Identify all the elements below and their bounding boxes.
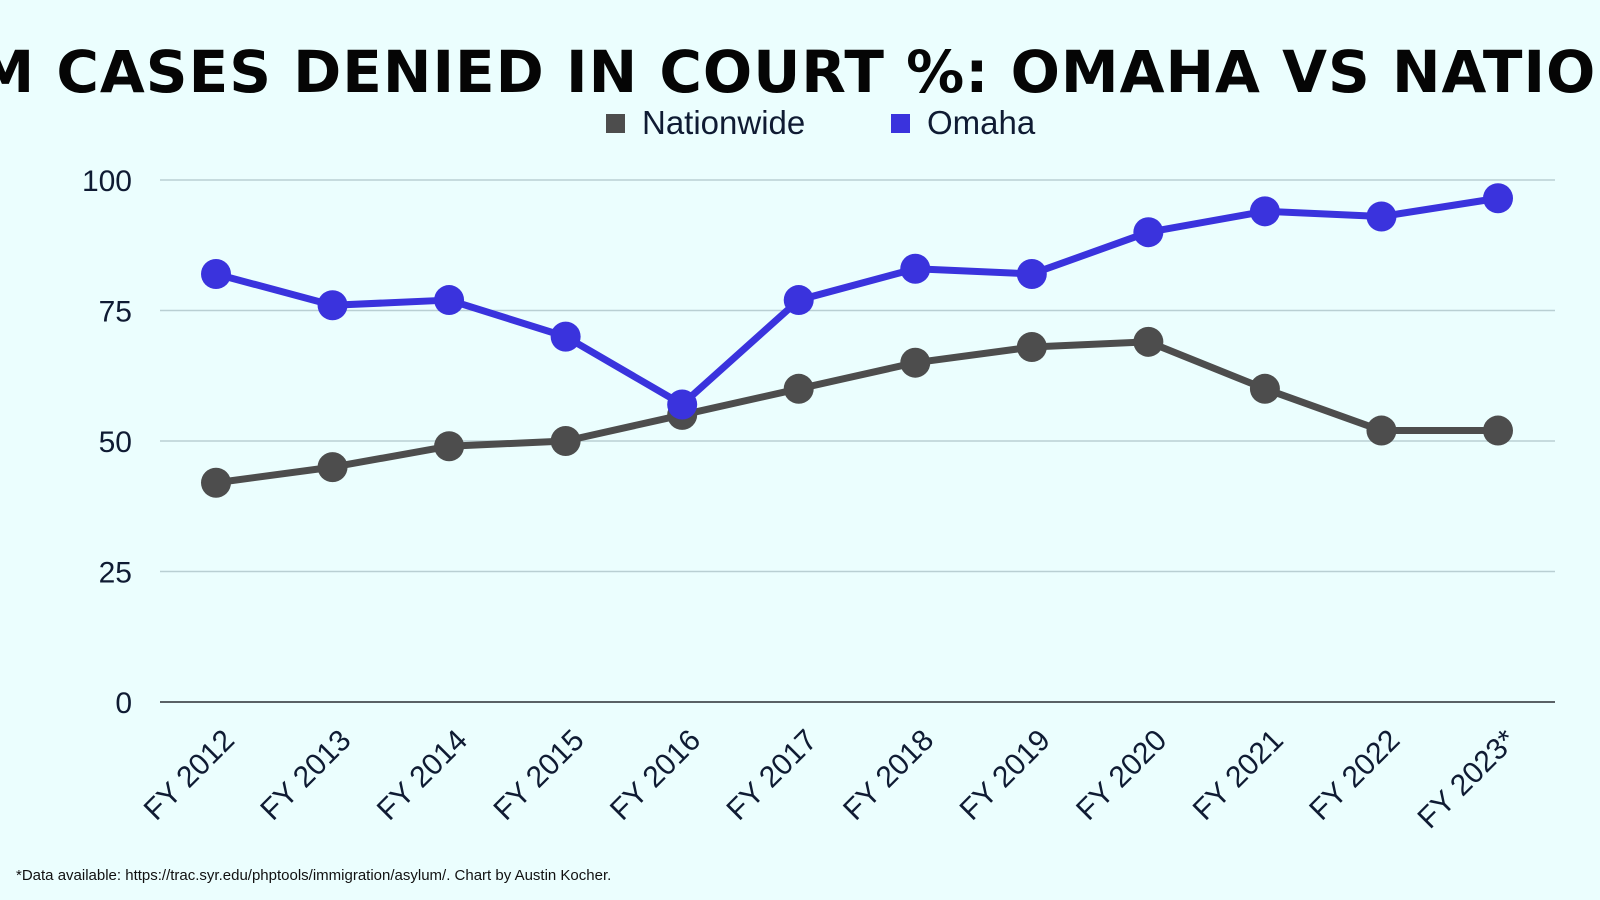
x-tick-label: FY 2014 (371, 724, 474, 827)
data-point-omaha (434, 285, 465, 316)
y-tick-label: 25 (99, 557, 132, 590)
x-tick-label: FY 2012 (138, 724, 241, 827)
x-tick-label: FY 2020 (1070, 724, 1173, 827)
series-points (201, 183, 1513, 498)
legend-label: Omaha (927, 104, 1036, 141)
x-tick-label: FY 2019 (954, 724, 1057, 827)
x-tick-label: FY 2015 (487, 724, 590, 827)
chart-legend: Nationwide Omaha (606, 104, 1036, 141)
data-point-nationwide (783, 373, 814, 404)
x-tick-label: FY 2016 (604, 724, 707, 827)
legend-swatch (606, 114, 625, 133)
y-tick-label: 75 (99, 296, 132, 329)
data-point-nationwide (1133, 326, 1164, 357)
data-point-omaha (550, 321, 581, 352)
chart-title: ASYLUM CASES DENIED IN COURT %: OMAHA VS… (0, 38, 1600, 106)
data-point-omaha (1366, 201, 1397, 232)
x-tick-label: FY 2021 (1187, 724, 1290, 827)
grid-lines (160, 179, 1555, 703)
data-point-nationwide (1016, 332, 1047, 363)
data-point-omaha (1483, 183, 1513, 214)
y-axis-ticks: 0 25 50 75 100 (82, 165, 132, 720)
data-point-omaha (201, 258, 231, 289)
data-point-omaha (1133, 217, 1164, 248)
data-point-omaha (667, 389, 698, 420)
data-point-omaha (1016, 258, 1047, 289)
x-tick-label: FY 2017 (721, 724, 824, 827)
data-point-nationwide (201, 467, 231, 498)
x-axis-ticks: FY 2012 FY 2013 FY 2014 FY 2015 FY 2016 FY 20… (138, 723, 1523, 835)
legend-label: Nationwide (642, 104, 805, 141)
series-line-omaha (212, 194, 1502, 408)
series-line-nationwide (212, 338, 1502, 487)
x-tick-label: FY 2018 (837, 724, 940, 827)
data-point-omaha (317, 290, 348, 321)
data-point-nationwide (1483, 415, 1513, 446)
x-tick-label: FY 2023* (1412, 723, 1524, 835)
data-point-nationwide (1249, 373, 1280, 404)
data-point-omaha (783, 285, 814, 316)
x-tick-label: FY 2022 (1303, 724, 1406, 827)
y-tick-label: 0 (115, 687, 132, 720)
y-tick-label: 100 (82, 165, 132, 198)
legend-swatch (891, 114, 910, 133)
data-point-nationwide (900, 347, 931, 378)
data-point-omaha (900, 253, 931, 284)
x-tick-label: FY 2013 (254, 724, 357, 827)
footnote: *Data available: https://trac.syr.edu/ph… (16, 867, 611, 884)
data-point-nationwide (1366, 415, 1397, 446)
data-point-nationwide (317, 452, 348, 483)
data-point-nationwide (550, 426, 581, 456)
data-point-nationwide (434, 431, 465, 462)
y-tick-label: 50 (99, 426, 132, 459)
series-lines (212, 194, 1502, 487)
data-point-omaha (1249, 196, 1280, 227)
